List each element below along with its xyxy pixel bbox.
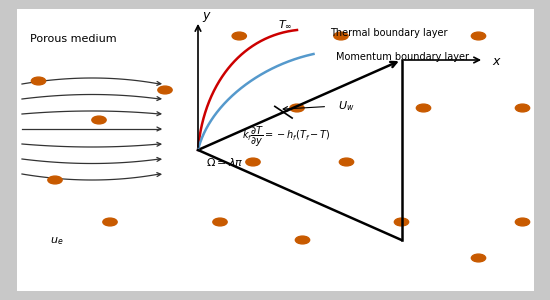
Circle shape [515, 218, 530, 226]
Circle shape [92, 116, 106, 124]
Text: Momentum boundary layer: Momentum boundary layer [336, 52, 469, 62]
Text: $y$: $y$ [202, 10, 212, 23]
Text: Thermal boundary layer: Thermal boundary layer [330, 28, 448, 38]
Text: $T_{\infty}$: $T_{\infty}$ [278, 18, 292, 30]
Circle shape [339, 158, 354, 166]
Circle shape [31, 77, 46, 85]
Circle shape [471, 254, 486, 262]
Text: $u_e$: $u_e$ [50, 235, 63, 247]
Circle shape [471, 32, 486, 40]
Circle shape [213, 218, 227, 226]
Text: $U_w$: $U_w$ [338, 100, 355, 113]
Circle shape [232, 32, 246, 40]
Circle shape [246, 158, 260, 166]
Circle shape [295, 236, 310, 244]
Circle shape [394, 218, 409, 226]
Circle shape [515, 104, 530, 112]
Circle shape [416, 104, 431, 112]
Text: Porous medium: Porous medium [30, 34, 117, 44]
Circle shape [334, 32, 348, 40]
Text: $k_f \dfrac{\partial T}{\partial y} = -h_f(T_f - T)$: $k_f \dfrac{\partial T}{\partial y} = -h… [242, 125, 331, 149]
Circle shape [158, 86, 172, 94]
Text: $x$: $x$ [492, 55, 502, 68]
Text: $\Omega = \lambda\pi$: $\Omega = \lambda\pi$ [206, 157, 244, 169]
Circle shape [48, 176, 62, 184]
FancyBboxPatch shape [16, 9, 534, 291]
Circle shape [290, 104, 304, 112]
Circle shape [103, 218, 117, 226]
